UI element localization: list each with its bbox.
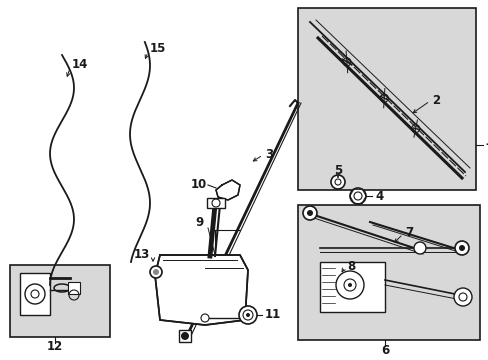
Text: 15: 15 — [150, 41, 166, 54]
Bar — [10, 265, 110, 337]
Text: 10: 10 — [190, 179, 206, 192]
Text: 13: 13 — [134, 248, 150, 261]
Text: 7: 7 — [404, 225, 412, 238]
Circle shape — [454, 241, 468, 255]
Text: 3: 3 — [264, 148, 273, 161]
Bar — [179, 330, 191, 342]
Circle shape — [349, 188, 365, 204]
Circle shape — [245, 313, 249, 317]
Text: –1: –1 — [484, 139, 488, 152]
Circle shape — [181, 332, 189, 340]
Circle shape — [330, 175, 345, 189]
Circle shape — [453, 288, 471, 306]
Text: 11: 11 — [264, 309, 281, 321]
Bar — [319, 262, 384, 312]
Circle shape — [303, 206, 316, 220]
Circle shape — [347, 283, 351, 287]
Circle shape — [201, 314, 208, 322]
Text: 6: 6 — [380, 343, 388, 356]
Text: 5: 5 — [333, 163, 342, 176]
Text: 14: 14 — [72, 58, 88, 72]
Circle shape — [153, 269, 159, 275]
Circle shape — [243, 310, 252, 320]
Bar — [297, 205, 479, 340]
Bar — [297, 8, 475, 190]
Text: 12: 12 — [47, 341, 63, 354]
Circle shape — [239, 306, 257, 324]
Circle shape — [458, 245, 464, 251]
Polygon shape — [155, 255, 247, 325]
Bar — [20, 273, 50, 315]
Text: 4: 4 — [374, 189, 383, 202]
Circle shape — [413, 242, 425, 254]
Polygon shape — [216, 180, 240, 200]
Text: 2: 2 — [431, 94, 439, 107]
Circle shape — [306, 210, 312, 216]
Text: 8: 8 — [346, 260, 354, 273]
Circle shape — [458, 293, 466, 301]
Bar — [206, 198, 224, 208]
Bar — [68, 282, 80, 294]
Text: 9: 9 — [195, 216, 203, 229]
Circle shape — [150, 266, 162, 278]
